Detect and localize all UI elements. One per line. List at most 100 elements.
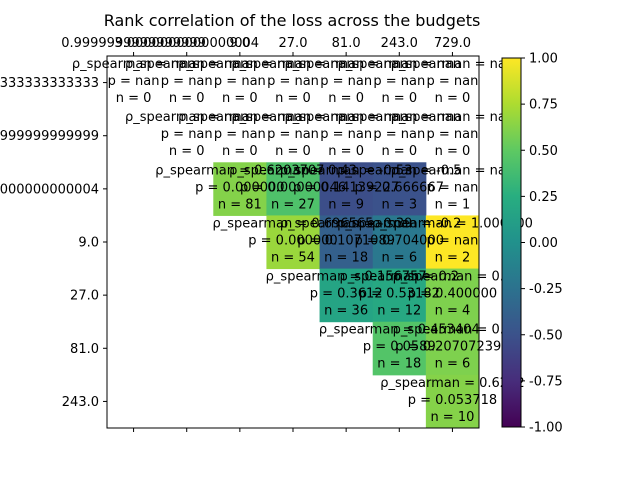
cell-n-label: n = 27 [271, 197, 315, 212]
heatmap-cell-r5-c5 [372, 321, 427, 376]
chart-title: Rank correlation of the loss across the … [104, 11, 481, 30]
cell-rho-label: ρ_spearman = nan [391, 110, 514, 125]
colorbar-tick-label: -0.75 [529, 374, 563, 389]
heatmap-cell-r4-c6 [425, 268, 480, 323]
cell-n-label: n = 10 [430, 410, 474, 425]
cell-n-label: n = 0 [169, 91, 205, 106]
cell-n-label: n = 6 [435, 357, 471, 372]
cell-rho-label: ρ_spearman = nan [178, 57, 301, 72]
cell-n-label: n = 1 [435, 197, 471, 212]
cell-rho-label: ρ_spearman = nan [338, 110, 461, 125]
y-tick-label: 243.0 [62, 395, 99, 410]
x-tick-label: 81.0 [332, 36, 361, 51]
cell-p-label: p = nan [426, 180, 478, 195]
cell-n-label: n = 0 [381, 144, 417, 159]
heatmap-cell-r3-c4 [319, 215, 374, 270]
cell-rho-label: ρ_spearman = 0.696565 [213, 216, 374, 231]
cell-p-label: p = 0.704000 [355, 233, 444, 248]
cell-n-label: n = 3 [381, 197, 417, 212]
x-tick-label: 729.0 [434, 36, 471, 51]
cell-n-label: n = 0 [328, 91, 364, 106]
cell-p-label: p = 0.3612 [310, 287, 383, 302]
cell-n-label: n = 18 [324, 250, 368, 265]
colorbar-tick-label: 0.25 [529, 190, 558, 205]
heatmap-cell-r6-c6 [425, 374, 480, 429]
cell-rho-label: ρ_spearman = 0.43 [229, 163, 357, 178]
heatmap-cell-r5-c6 [425, 321, 480, 376]
cell-rho-label: ρ_spearman = nan [178, 110, 301, 125]
cell-p-label: p = nan [426, 74, 478, 89]
cell-p-label: p = 0.14139227 [293, 180, 399, 195]
cell-rho-label: ρ_spearman = nan [125, 110, 248, 125]
cell-n-label: n = 4 [435, 304, 471, 319]
colorbar-tick-label: -0.25 [529, 282, 563, 297]
cell-p-label: p = nan [320, 127, 372, 142]
cell-n-label: n = 9 [328, 197, 364, 212]
heatmap-cell-r3-c5 [372, 215, 427, 270]
colorbar-tick-label: -1.00 [529, 421, 563, 436]
cell-p-label: p = nan [161, 74, 213, 89]
x-tick-label: 0.9999999999999999 [61, 36, 206, 51]
cell-p-label: p = nan [426, 233, 478, 248]
cell-p-label: p = nan [214, 127, 266, 142]
y-tick-label: 27.0 [70, 289, 99, 304]
cell-p-label: p = 0.0589 [363, 340, 436, 355]
cell-p-label: p = 0.207072397 [395, 340, 509, 355]
cell-rho-label: ρ_spearman = nan [391, 57, 514, 72]
colorbar-tick-label: 0.75 [529, 98, 558, 113]
cell-p-label: p = 0.53182 [359, 287, 440, 302]
y-tick-label: 0.33333333333333 [0, 76, 99, 91]
cell-n-label: n = 6 [381, 250, 417, 265]
heatmap-cell-r4-c5 [372, 268, 427, 323]
cell-p-label: p = nan [373, 74, 425, 89]
cell-rho-label: ρ_spearman = nan [284, 57, 407, 72]
cell-rho-label: ρ_spearman = 0.6242 [380, 376, 524, 391]
cell-n-label: n = 0 [222, 144, 258, 159]
cell-n-label: n = 54 [271, 250, 315, 265]
cell-rho-label: ρ_spearman = nan [231, 110, 354, 125]
colorbar [501, 57, 522, 428]
x-tick-label: 27.0 [279, 36, 308, 51]
cell-rho-label: ρ_spearman = nan [391, 163, 514, 178]
cell-p-label: p = nan [267, 74, 319, 89]
heatmap-cell-r2-c5 [372, 162, 427, 216]
cell-p-label: p = 0.000000 [248, 233, 337, 248]
cell-rho-label: ρ_spearman = -0.5 [337, 163, 461, 178]
cell-p-label: p = nan [161, 127, 213, 142]
cell-p-label: p = 0.053718 [408, 393, 497, 408]
cell-p-label: p = 0.00000046 [240, 180, 346, 195]
y-tick-label: 81.0 [70, 342, 99, 357]
cell-rho-label: ρ_spearman = -0.53 [280, 163, 413, 178]
cell-rho-label: ρ_spearman = 0.2 [340, 270, 460, 285]
cell-rho-label: ρ_spearman = nan [338, 57, 461, 72]
heatmap-cell-r4-c4 [319, 268, 374, 323]
cell-p-label: p = nan [267, 127, 319, 142]
heatmap-cell-r2-c4 [319, 162, 374, 216]
cell-n-label: n = 36 [324, 304, 368, 319]
cell-rho-label: ρ_spearman = nan [72, 57, 195, 72]
cell-rho-label: ρ_spearman = nan [231, 57, 354, 72]
cell-rho-label: ρ_spearman = nan [284, 110, 407, 125]
cell-p-label: p = 0.666667 [355, 180, 444, 195]
heatmap-cells [213, 162, 480, 429]
colorbar-ticks: 1.00 0.75 0.50 0.25 0.00 -0.25 -0.50 -0.75 -1.00 [521, 52, 563, 436]
y-tick-label: 9.0 [78, 236, 99, 251]
heatmap-cell-r3-c6 [425, 215, 480, 270]
cell-p-label: p = nan [426, 127, 478, 142]
cell-n-label: n = 0 [169, 144, 205, 159]
cell-n-label: n = 0 [435, 144, 471, 159]
cell-rho-label: ρ_spearman = -0.2 [337, 216, 461, 231]
x-tick-label: 9.0 [230, 36, 251, 51]
colorbar-tick-label: 0.50 [529, 144, 558, 159]
cell-n-label: n = 0 [328, 144, 364, 159]
cell-n-label: n = 0 [275, 144, 311, 159]
cell-rho-label: ρ_spearman = 0.156757 [266, 270, 427, 285]
cell-n-label: n = 18 [377, 357, 421, 372]
cell-n-label: n = 12 [377, 304, 421, 319]
cell-rho-label: ρ_spearman = 0.6203707 [155, 163, 324, 178]
x-tick-label: 243.0 [381, 36, 418, 51]
y-tick-label: 0.9999999999999999 [0, 129, 99, 144]
heatmap-cell-r3-c3 [266, 215, 321, 270]
cell-n-label: n = 2 [435, 250, 471, 265]
